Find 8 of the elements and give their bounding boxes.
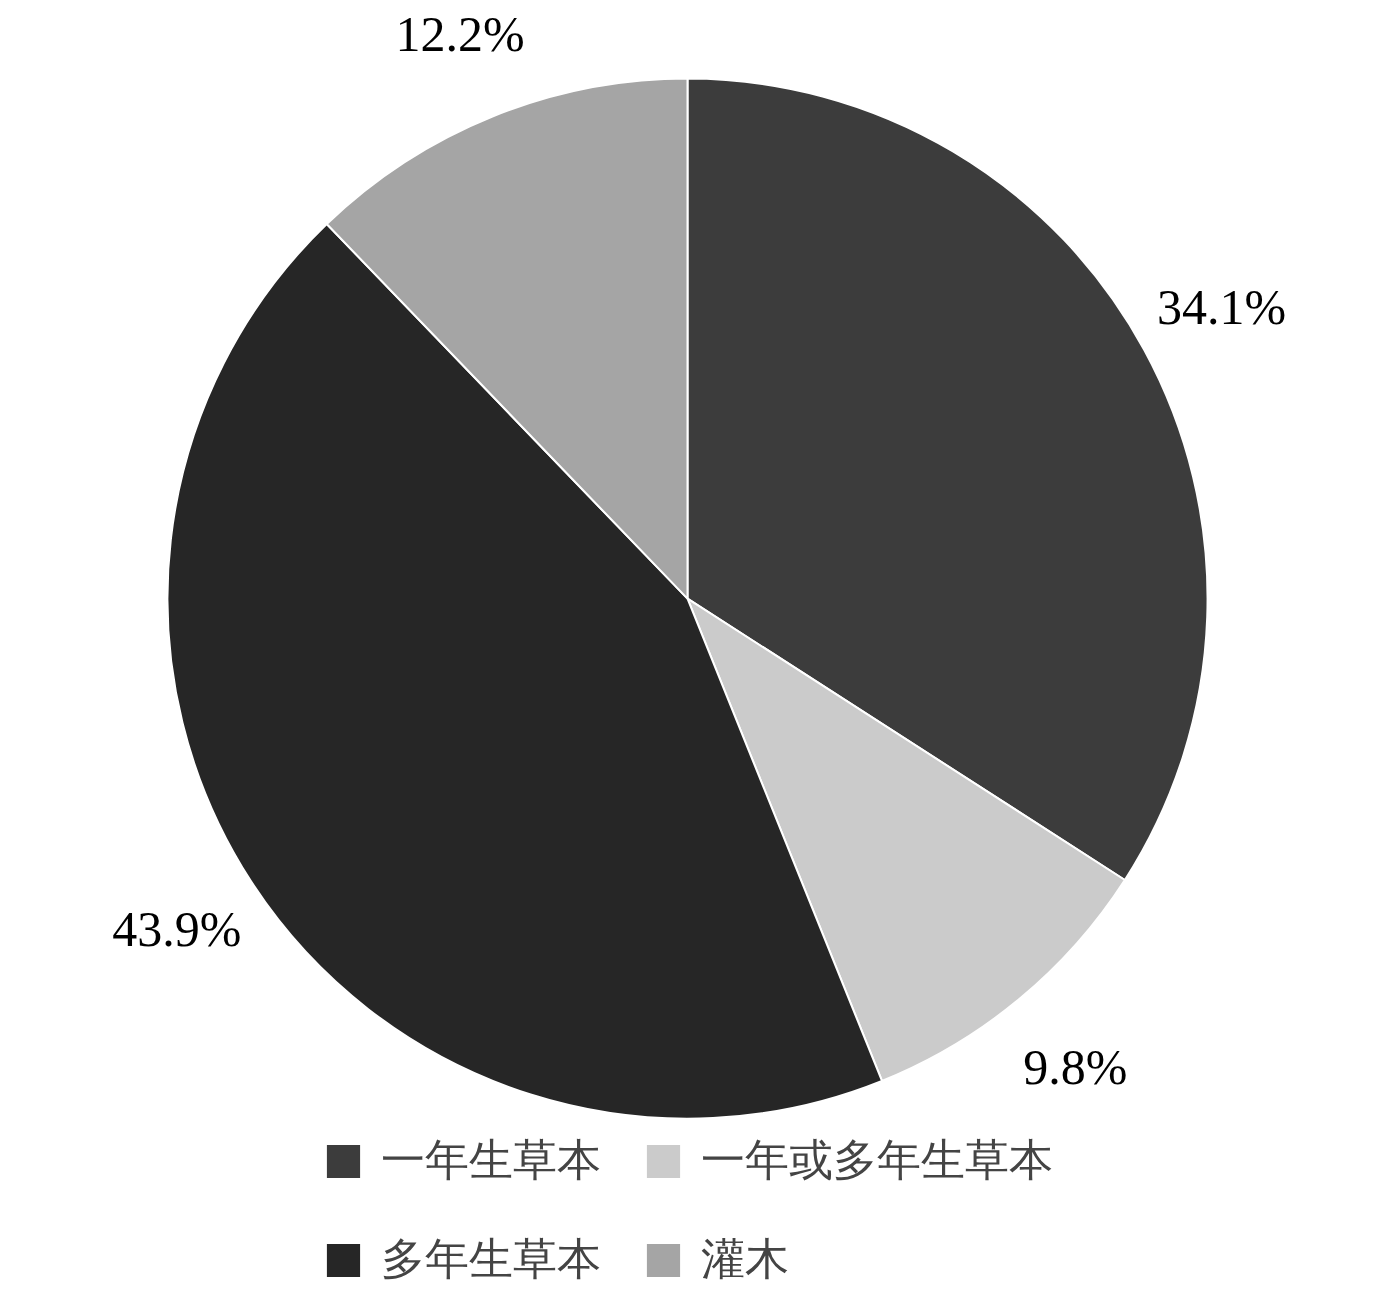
data-label: 43.9% xyxy=(112,901,242,958)
legend-label: 一年或多年生草本 xyxy=(701,1133,1053,1187)
legend-label: 多年生草本 xyxy=(381,1232,601,1286)
data-label: 34.1% xyxy=(1157,279,1287,336)
legend-label: 灌木 xyxy=(701,1232,789,1286)
data-label: 9.8% xyxy=(1023,1039,1128,1096)
legend-label: 一年生草本 xyxy=(381,1133,601,1187)
data-label: 12.2% xyxy=(395,6,525,63)
